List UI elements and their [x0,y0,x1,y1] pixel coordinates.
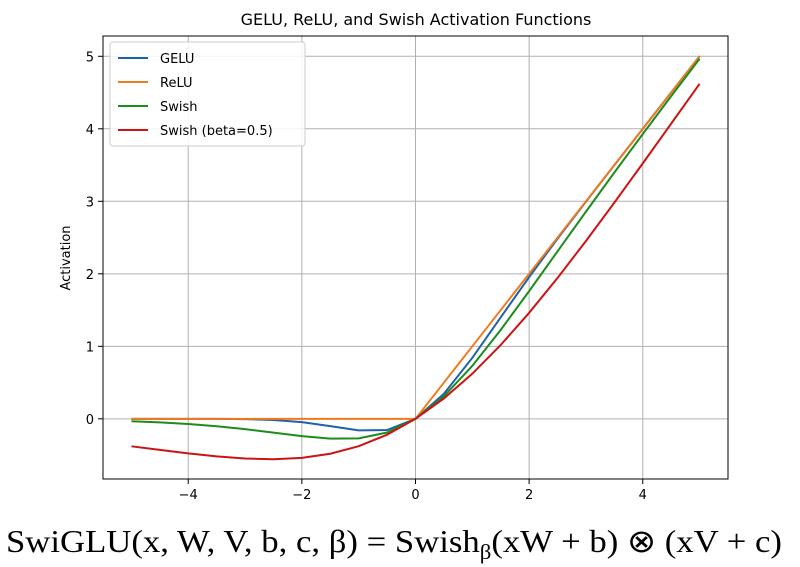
formula-subscript: β [480,540,492,564]
y-axis-label: Activation [59,225,74,290]
x-tick-label: 2 [525,488,533,503]
y-tick-label: 3 [86,195,94,210]
chart-title: GELU, ReLU, and Swish Activation Functio… [241,10,592,29]
x-tick-label: −2 [292,488,311,503]
legend-label: GELU [160,52,194,67]
formula: SwiGLU(x, W, V, b, c, β) = Swish β(xW + b… [6,523,782,564]
y-tick-label: 5 [86,50,94,65]
formula-rest: (xW + b) ⊗ (xV + c) [491,523,782,559]
legend: GELU ReLU Swish Swish (beta=0.5) [109,41,306,147]
x-tick-label: 4 [639,488,647,503]
legend-label: Swish [160,100,198,115]
legend-label: Swish (beta=0.5) [160,124,273,139]
legend-label: ReLU [160,76,193,91]
formula-main: SwiGLU(x, W, V, b, c, β) = Swish [6,523,480,559]
y-tick-label: 2 [86,268,94,283]
x-tick-label: −4 [179,488,198,503]
y-tick-label: 4 [86,123,94,138]
y-tick-label: 0 [86,413,94,428]
series-line [131,83,701,461]
legend-box [109,41,306,147]
y-tick-label: 1 [86,340,94,355]
plot-frame [102,35,729,480]
x-tick-label: 0 [411,488,419,503]
